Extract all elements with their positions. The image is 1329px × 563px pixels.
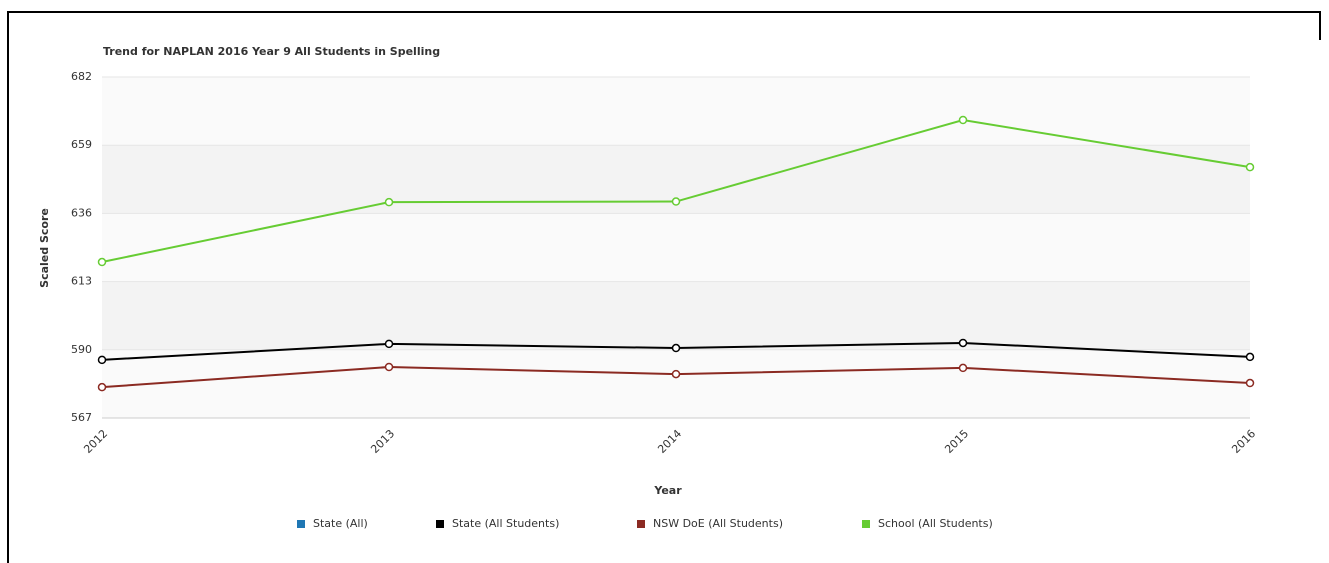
legend-marker — [862, 520, 870, 528]
data-point — [958, 363, 968, 373]
data-point — [958, 338, 968, 348]
x-axis-title: Year — [653, 484, 682, 497]
x-tick-label: 2013 — [368, 427, 397, 456]
data-point — [671, 369, 681, 379]
data-point — [97, 355, 107, 365]
y-axis-title: Scaled Score — [38, 208, 51, 288]
data-point — [97, 257, 107, 267]
plot-band — [102, 77, 1250, 146]
legend-label: NSW DoE (All Students) — [653, 517, 783, 530]
data-point — [384, 362, 394, 372]
data-point — [384, 197, 394, 207]
plot-band — [102, 213, 1250, 282]
y-tick-label: 636 — [71, 206, 92, 219]
data-point — [671, 343, 681, 353]
data-point — [671, 197, 681, 206]
legend-label: State (All) — [313, 517, 368, 530]
data-point — [97, 382, 107, 392]
plot-band — [102, 281, 1250, 350]
y-tick-label: 590 — [71, 343, 92, 356]
y-tick-label: 682 — [71, 70, 92, 83]
x-tick-label: 2016 — [1229, 427, 1258, 456]
chart-title: Trend for NAPLAN 2016 Year 9 All Student… — [103, 45, 440, 58]
x-tick-label: 2015 — [942, 427, 971, 456]
x-tick-label: 2012 — [81, 427, 110, 456]
x-tick-label: 2014 — [655, 427, 684, 456]
y-tick-label: 613 — [71, 275, 92, 288]
frame — [7, 11, 1321, 563]
data-point — [1245, 378, 1255, 388]
y-tick-label: 567 — [71, 411, 92, 424]
data-point — [1245, 162, 1255, 172]
data-point — [1245, 352, 1255, 362]
y-tick-label: 659 — [71, 138, 92, 151]
legend-marker — [436, 520, 444, 528]
legend-marker — [297, 520, 305, 528]
legend-label: School (All Students) — [878, 517, 993, 530]
legend-label: State (All Students) — [452, 517, 559, 530]
data-point — [384, 339, 394, 349]
data-point — [958, 115, 968, 125]
legend-marker — [637, 520, 645, 528]
plot-band — [102, 349, 1250, 418]
